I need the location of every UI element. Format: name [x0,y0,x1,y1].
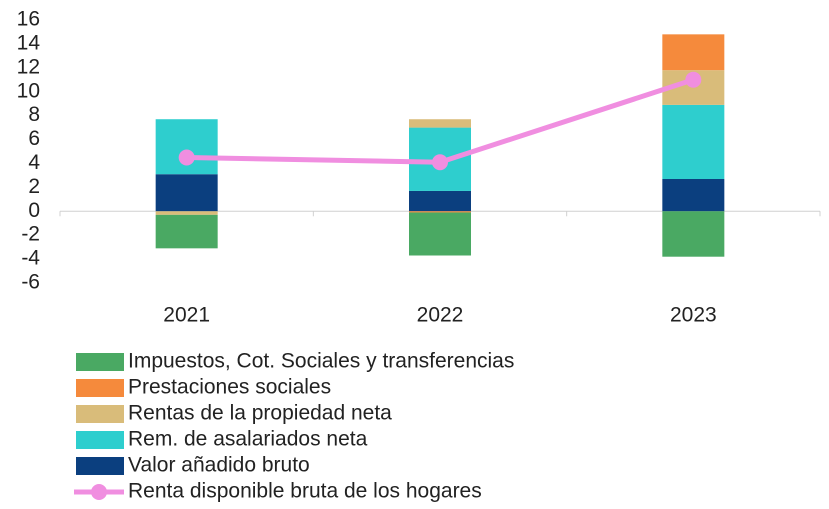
y-tick-label: 6 [28,127,40,150]
y-tick-label: 10 [17,79,40,102]
bar-segment [155,211,218,215]
y-tick-label: -4 [21,247,40,270]
line-marker [685,71,702,88]
bar-segment [155,214,218,249]
bar-segment [662,104,725,179]
x-tick-label: 2023 [670,304,717,327]
y-tick-label: -6 [21,271,40,294]
legend-swatch [76,379,124,397]
legend-swatch [76,353,124,371]
bar-segment [662,211,725,257]
x-tick-label: 2021 [163,304,210,327]
bar-segment [155,119,218,175]
legend-swatch [76,405,124,423]
legend-label: Valor añadido bruto [128,454,310,477]
bar-segment [409,119,471,128]
y-tick-label: 2 [28,175,40,198]
bar-segment [662,178,725,212]
legend-label: Prestaciones sociales [128,376,331,399]
y-tick-label: 0 [28,199,40,222]
y-tick-label: 14 [17,31,41,54]
legend-label: Renta disponible bruta de los hogares [128,480,482,503]
bar-segment [409,190,471,212]
y-tick-label: -2 [21,223,40,246]
y-tick-label: 16 [17,8,40,31]
line-marker [178,149,195,166]
bar-segment [662,34,725,71]
line-marker [432,154,448,171]
legend-label: Rem. de asalariados neta [128,428,368,451]
legend-swatch [91,484,107,500]
y-tick-label: 8 [28,103,40,126]
bar-segment [409,211,471,213]
legend-label: Rentas de la propiedad neta [128,402,392,425]
legend-swatch [76,431,124,449]
bar-segment [155,174,218,212]
y-tick-label: 12 [17,55,40,78]
y-tick-label: 4 [28,151,40,174]
legend-label: Impuestos, Cot. Sociales y transferencia… [128,350,514,373]
bar-segment [409,212,471,256]
legend-swatch [76,457,124,475]
x-tick-label: 2022 [417,304,464,327]
